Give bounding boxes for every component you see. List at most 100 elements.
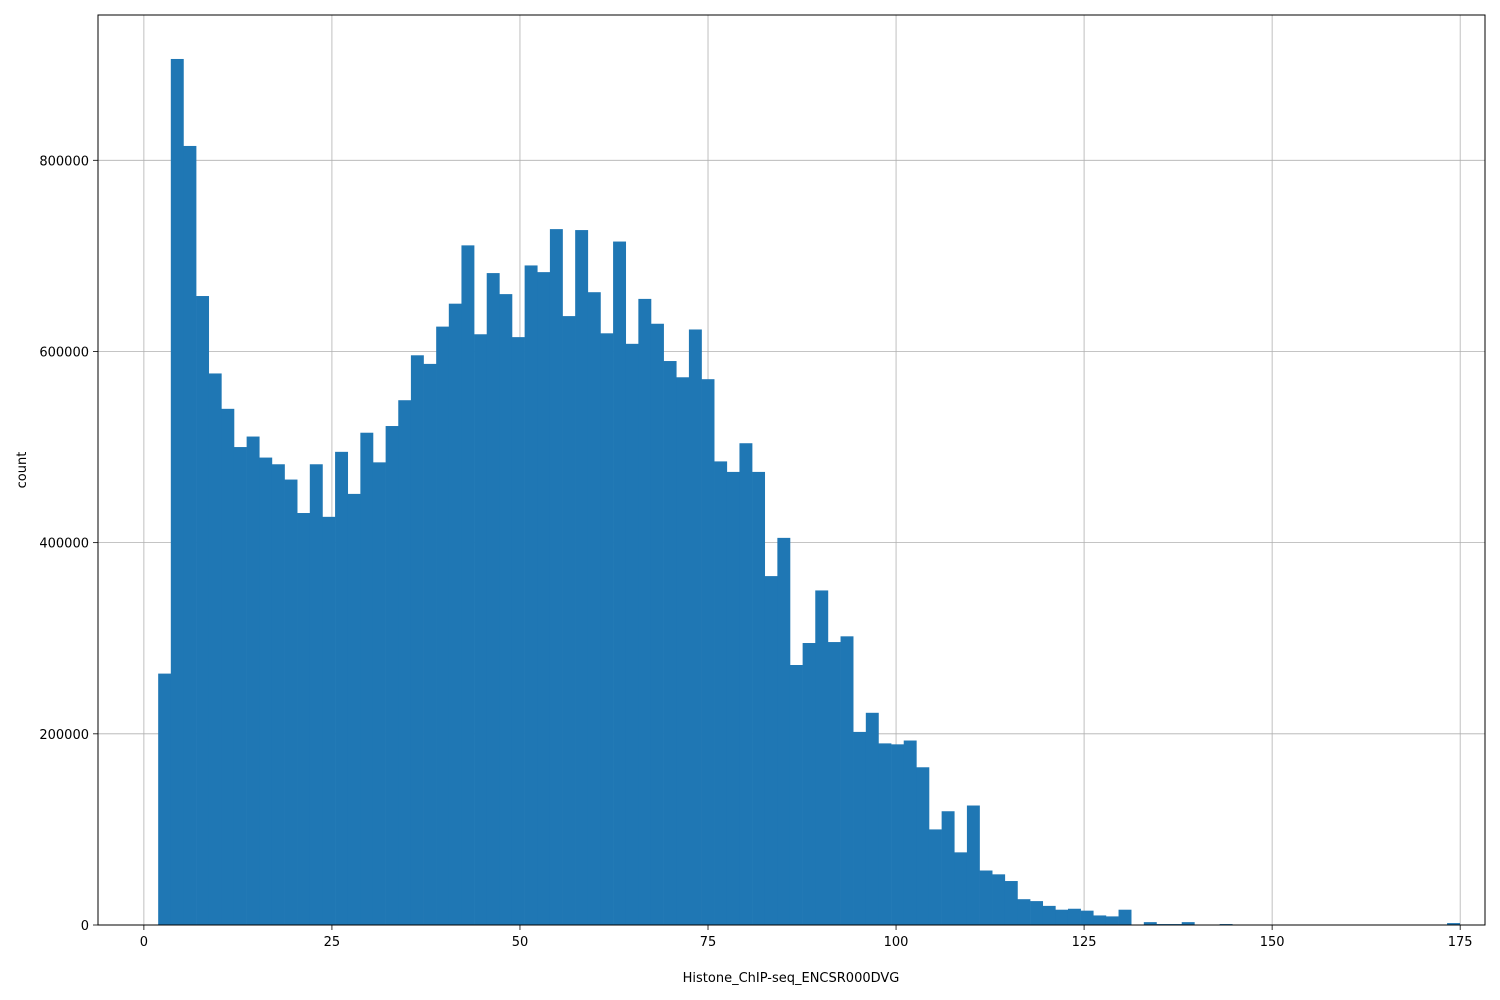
x-tick-label: 50 [512,935,529,950]
histogram-bar [309,464,323,925]
histogram-bar [815,590,829,925]
y-tick-label: 600000 [39,345,89,360]
x-tick-label: 175 [1448,935,1473,950]
histogram-bar [233,447,247,925]
histogram-bar [474,334,488,925]
x-axis-label: Histone_ChIP-seq_ENCSR000DVG [683,971,900,986]
histogram-bar [183,145,197,926]
histogram-bar [701,379,715,925]
histogram-bar [1055,909,1069,925]
histogram-bar [284,479,298,925]
histogram-bar [928,829,942,925]
histogram-bar [170,58,184,926]
histogram-bar [979,870,993,925]
histogram-bar [423,363,437,925]
histogram-bar [789,665,803,925]
y-tick-label: 200000 [39,728,89,743]
histogram-bar [562,316,576,926]
histogram-bar [524,265,538,925]
histogram-bar [297,513,311,925]
histogram-bar [613,241,627,925]
histogram-bar [259,457,273,925]
histogram-bar [827,642,841,925]
histogram-bar [726,471,740,925]
histogram-bar [966,805,980,925]
y-tick-label: 0 [81,919,89,934]
histogram-bar [714,461,728,925]
histogram-bar [410,355,424,925]
histogram-bar [802,643,816,925]
histogram-bar [1004,881,1018,925]
histogram-bar [385,426,399,925]
histogram-bar [1042,905,1056,925]
histogram-bar [1080,910,1094,925]
histogram-bar [347,493,361,925]
histogram-bar [246,436,260,925]
histogram-bar [1143,922,1157,925]
x-tick-label: 150 [1260,935,1285,950]
histogram-bars [158,58,1461,926]
x-tick-label: 125 [1072,935,1097,950]
histogram-bar [461,245,475,925]
histogram-bar [739,443,753,925]
histogram-bar [1181,922,1195,925]
histogram-bar [954,852,968,925]
y-tick-label: 800000 [39,154,89,169]
histogram-bar [372,462,386,925]
histogram-bar [575,230,589,925]
histogram-bar [752,471,766,925]
x-tick-label: 0 [140,935,148,950]
histogram-bar [891,744,905,925]
histogram-bar [941,811,955,925]
histogram-bar [360,432,374,925]
histogram-bar [764,576,778,925]
histogram-bar [511,337,525,926]
histogram-bar [650,323,664,925]
histogram-bar [903,740,917,925]
histogram-bar [992,874,1006,925]
histogram-bar [221,408,235,926]
histogram-bar [1093,915,1107,925]
x-tick-label: 25 [324,935,341,950]
histogram-bar [1067,908,1081,925]
histogram-bar [1105,916,1119,925]
x-tick-label: 100 [884,935,909,950]
histogram-bar [486,273,500,925]
histogram-bar [448,303,462,925]
plot-frame [97,14,1486,926]
histogram-bar [777,537,791,925]
histogram-bar [916,767,930,925]
histogram-bar [1447,923,1461,925]
x-tick-label: 75 [700,935,717,950]
histogram-bar [196,296,210,925]
histogram-bar [436,326,450,925]
histogram-bar [158,673,172,925]
histogram-bar [1118,909,1132,925]
histogram-bar [676,377,690,925]
histogram-bar [398,400,412,925]
histogram-bar [865,712,879,925]
histogram-bar [335,451,349,925]
histogram-bar [853,731,867,925]
histogram-bar [208,373,222,925]
y-axis-ticks: 0 200000 400000 600000 800000 [39,154,98,934]
histogram-bar [1030,901,1044,925]
histogram-bar [600,333,614,925]
histogram-bar [1017,899,1031,925]
y-tick-label: 400000 [39,537,89,552]
histogram-bar [638,298,652,925]
histogram-bar [878,743,892,925]
histogram-bar [840,636,854,925]
histogram-bar [499,294,513,925]
histogram-bar [549,229,563,925]
histogram-bar [663,361,677,925]
y-axis-label: count [15,452,30,489]
histogram-bar [688,329,702,925]
histogram-bar [587,292,601,925]
histogram-bar [537,272,551,926]
x-axis-ticks: 0 25 50 75 100 125 150 175 [140,925,1473,950]
histogram-bar [322,516,336,925]
histogram-bar [625,343,639,926]
histogram-bar [271,464,285,925]
